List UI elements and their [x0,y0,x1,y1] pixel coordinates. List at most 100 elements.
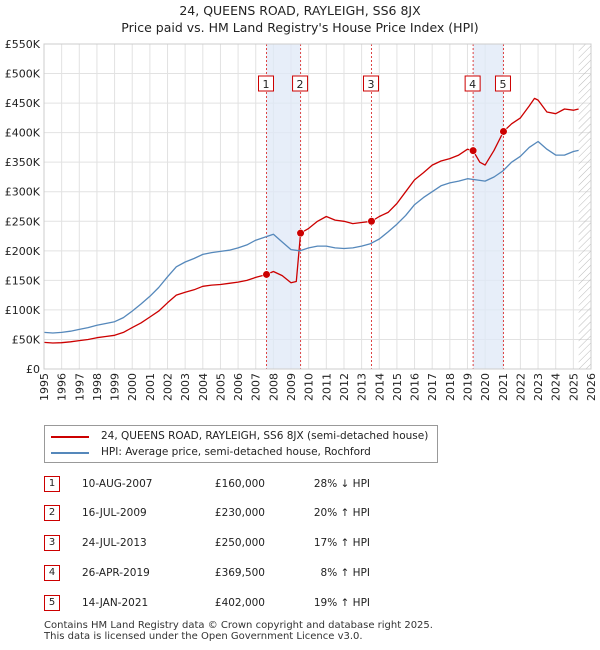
x-tick-label: 2022 [514,373,527,401]
transaction-row-diff: 17% ↑ HPI [313,537,370,549]
price-chart: 1 2 3 4 5 £0 £50K £100K £150K £200K £250K £300K £35… [5,38,598,401]
footer-copyright: Contains HM Land Registry data © Crown c… [44,620,433,631]
transaction-badge-box [258,75,275,92]
x-tick-label: 2010 [303,373,316,401]
x-tick-label: 2014 [373,373,386,401]
transaction-row: 4 26-APR-2019 £369,500 8% ↑ HPI [0,563,600,583]
transaction-row-diff: 19% ↑ HPI [313,597,370,609]
transaction-row-price: £250,000 [214,537,265,549]
transaction-row-diff: 8% ↑ HPI [320,567,370,579]
x-tick-label: 1999 [109,373,122,401]
transaction-badge-box [494,75,511,92]
x-tick-label: 2008 [267,373,280,401]
series-line-hpi [44,140,579,334]
transaction-point [469,146,478,155]
transaction-row-date: 10-AUG-2007 [82,478,153,490]
y-tick-label: £400K [5,127,41,140]
transaction-point [499,127,508,136]
y-tick-label: £500K [5,68,41,81]
transaction-badge-box [464,75,481,92]
legend-label-property: 24, QUEENS ROAD, RAYLEIGH, SS6 8JX (semi… [101,430,429,442]
x-tick-label: 2007 [250,373,263,401]
x-tick-label: 2016 [409,373,422,401]
x-tick-label: 1996 [56,373,69,401]
x-tick-label: 1997 [73,373,86,401]
y-tick-label: £350K [5,156,41,169]
transaction-row-price: £160,000 [214,478,265,490]
plot-frame [43,43,592,370]
transaction-row-diff: 20% ↑ HPI [313,507,370,519]
transaction-row-price: £230,000 [214,507,265,519]
transaction-row-badge: 2 [44,505,60,521]
transaction-row-badge: 5 [44,595,60,611]
legend-swatch-property [51,436,89,438]
transaction-point [296,228,305,238]
transaction-row-price: £402,000 [214,597,265,609]
x-tick-label: 2019 [461,373,474,401]
x-tick-label: 2001 [144,373,157,401]
x-tick-label: 2004 [197,373,210,401]
x-tick-label: 2015 [391,373,404,401]
chart-title-block: 24, QUEENS ROAD, RAYLEIGH, SS6 8JX Price… [0,2,600,36]
transaction-row-badge: 1 [44,476,60,492]
x-tick-label: 2013 [356,373,369,401]
transaction-row-date: 16-JUL-2009 [82,507,147,519]
chart-title: 24, QUEENS ROAD, RAYLEIGH, SS6 8JX [179,3,421,18]
y-tick-label: £100K [5,304,41,317]
chart-legend: 24, QUEENS ROAD, RAYLEIGH, SS6 8JX (semi… [44,425,438,463]
shaded-period [266,44,301,369]
transaction-row-badge: 3 [44,535,60,551]
legend-label-hpi: HPI: Average price, semi-detached house,… [101,446,371,458]
footer-licence: This data is licensed under the Open Gov… [44,631,363,642]
y-tick-label: £0 [26,363,40,376]
x-tick-label: 2002 [162,373,175,401]
transaction-row-date: 14-JAN-2021 [82,597,149,609]
x-tick-label: 2000 [126,373,139,401]
transaction-row: 3 24-JUL-2013 £250,000 17% ↑ HPI [0,533,600,553]
transaction-point [262,270,271,279]
transaction-badge-label: 4 [469,78,476,91]
transaction-badge-label: 5 [499,78,506,91]
transaction-badge-label: 1 [263,78,270,91]
transaction-row-price: £369,500 [214,567,265,579]
y-tick-label: £250K [5,215,41,228]
x-tick-label: 2023 [532,373,545,401]
transaction-badge-box [362,75,379,92]
x-tick-label: 2017 [426,373,439,401]
transaction-row-badge: 4 [44,565,60,581]
transaction-row-date: 26-APR-2019 [82,567,150,579]
x-tick-label: 2024 [550,373,563,401]
transaction-badge-label: 3 [367,78,374,91]
y-tick-label: £550K [5,38,41,51]
x-tick-label: 2025 [567,373,580,401]
shaded-period [473,44,504,369]
legend-swatch-hpi [51,452,89,454]
x-tick-label: 2012 [338,373,351,401]
transaction-row: 2 16-JUL-2009 £230,000 20% ↑ HPI [0,503,600,523]
x-tick-label: 2011 [320,373,333,401]
y-tick-label: £150K [5,274,41,287]
series-line-property [44,97,579,344]
transaction-point [367,217,376,226]
x-tick-label: 2021 [497,373,510,401]
y-tick-label: £450K [5,97,41,110]
x-tick-label: 2006 [232,373,245,401]
y-tick-label: £200K [5,245,41,258]
transaction-badge-label: 2 [297,78,304,91]
transaction-row-date: 24-JUL-2013 [82,537,147,549]
x-tick-label: 2005 [214,373,227,401]
y-tick-label: £50K [12,333,41,346]
footer: Contains HM Land Registry data © Crown c… [44,620,433,642]
transaction-row: 1 10-AUG-2007 £160,000 28% ↓ HPI [0,474,600,494]
transaction-row: 5 14-JAN-2021 £402,000 19% ↑ HPI [0,593,600,613]
transaction-row-diff: 28% ↓ HPI [313,478,370,490]
x-tick-label: 1995 [38,373,51,401]
x-tick-label: 2009 [285,373,298,401]
plot-area [44,44,591,369]
x-tick-label: 2018 [444,373,457,401]
x-tick-label: 2026 [585,373,598,401]
forecast-hatch [578,44,591,369]
x-tick-label: 2003 [179,373,192,401]
chart-subtitle: Price paid vs. HM Land Registry's House … [121,20,479,35]
y-tick-label: £300K [5,186,41,199]
